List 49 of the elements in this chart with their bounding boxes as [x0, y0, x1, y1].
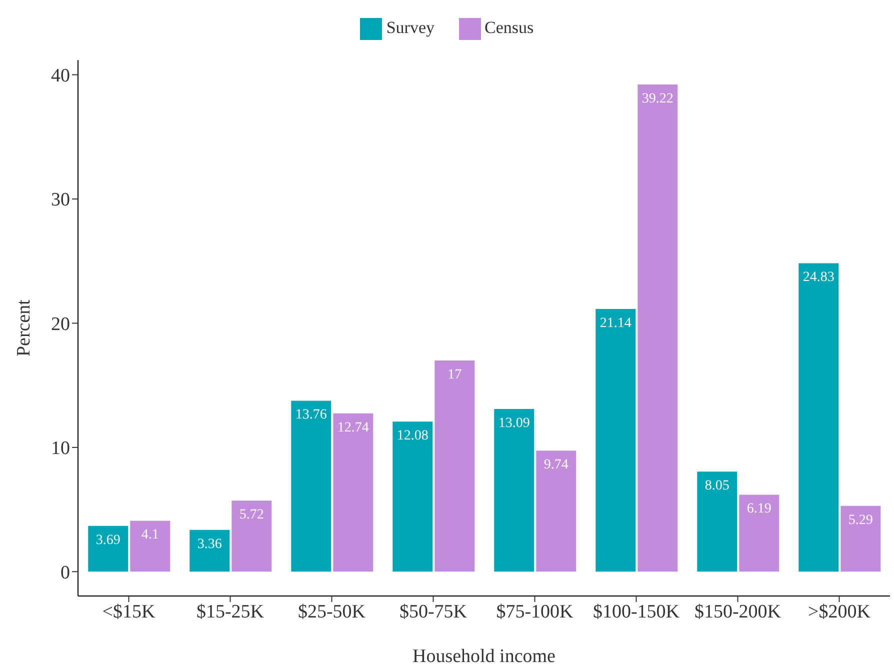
data-label: 3.36 [197, 536, 222, 552]
x-tick-label: $15-25K [196, 601, 264, 622]
data-label: 3.69 [96, 532, 120, 548]
bar [392, 422, 433, 572]
y-axis-title: Percent [14, 298, 35, 357]
data-label: 24.83 [802, 270, 834, 286]
bar [798, 263, 839, 572]
bar [232, 500, 272, 572]
x-tick-label: <$15K [102, 601, 156, 622]
bar [291, 400, 332, 572]
bar [840, 506, 881, 572]
data-label: 17 [448, 367, 462, 382]
data-label: 13.76 [295, 408, 327, 423]
y-tick-label: 40 [51, 65, 70, 86]
y-tick-label: 20 [51, 314, 70, 335]
x-tick-label: $50-75K [399, 601, 468, 622]
data-label: 5.72 [239, 508, 264, 523]
bar [88, 526, 128, 572]
data-label: 4.1 [141, 528, 159, 543]
bar [536, 450, 576, 572]
legend-label: Survey [386, 18, 435, 37]
data-label: 5.29 [848, 512, 873, 528]
data-label: 12.08 [396, 428, 428, 444]
data-label: 6.19 [746, 502, 772, 517]
x-tick-label: $150-200K [694, 601, 782, 622]
y-tick-label: 30 [51, 190, 70, 211]
x-tick-label: $25-50K [298, 601, 366, 622]
bar [638, 84, 678, 572]
data-label: 21.14 [600, 316, 632, 331]
data-label: 9.74 [544, 458, 568, 473]
x-tick-label: >$200K [808, 601, 871, 622]
bar [494, 409, 534, 572]
bar [333, 413, 374, 572]
data-label: 12.74 [337, 420, 369, 436]
bar [739, 494, 780, 572]
y-tick-label: 0 [60, 562, 70, 584]
data-label: 13.09 [498, 416, 530, 431]
y-tick-label: 10 [51, 438, 70, 460]
x-tick-label: $75-100K [496, 601, 574, 622]
data-label: 8.05 [704, 478, 730, 494]
x-tick-label: $100-150K [592, 601, 680, 622]
bar [190, 530, 230, 572]
bar [697, 472, 738, 572]
bar [596, 309, 636, 572]
bar [130, 520, 170, 572]
bar [434, 360, 475, 572]
data-label: 39.22 [642, 91, 674, 106]
legend-label: Census [484, 18, 534, 37]
x-axis-title: Household income [412, 646, 556, 666]
